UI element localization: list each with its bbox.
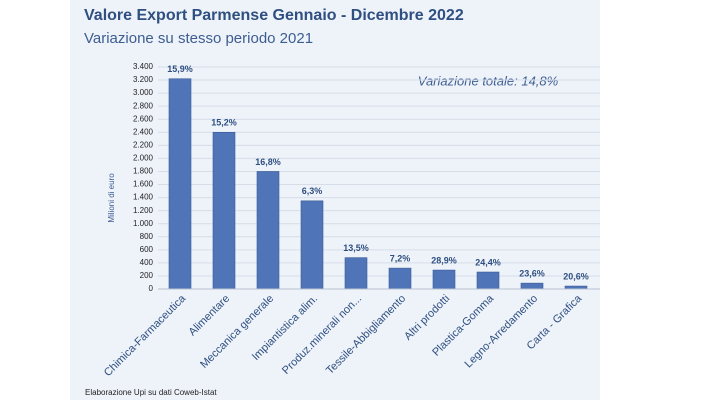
bar <box>520 282 544 290</box>
bar <box>476 271 500 290</box>
bar-label: 16,8% <box>255 157 281 167</box>
chart-subtitle: Variazione su stesso periodo 2021 <box>84 30 313 47</box>
bar-label: 7,2% <box>390 253 411 263</box>
bar <box>432 269 456 290</box>
y-tick-label: 800 <box>140 232 154 241</box>
bar-label: 24,4% <box>475 257 501 267</box>
bar-label: 15,9% <box>167 64 193 74</box>
bar-label: 20,6% <box>563 271 589 281</box>
source: Elaborazione Upi su dati Coweb-Istat <box>85 388 217 397</box>
y-tick-label: 0 <box>149 284 154 293</box>
y-tick-label: 2.000 <box>133 154 154 163</box>
y-tick-label: 600 <box>140 245 154 254</box>
y-tick-label: 2.600 <box>133 114 154 123</box>
bar-label: 23,6% <box>519 268 545 278</box>
bar <box>168 78 192 290</box>
y-tick-label: 3.200 <box>133 75 154 84</box>
bar <box>300 200 324 290</box>
y-tick-label: 1.800 <box>133 167 154 176</box>
bar <box>212 131 236 290</box>
bar-label: 6,3% <box>302 186 323 196</box>
y-tick-label: 1.200 <box>133 206 154 215</box>
bar-label: 15,2% <box>211 118 237 128</box>
y-tick-label: 2.800 <box>133 101 154 110</box>
y-tick-label: 200 <box>140 271 154 280</box>
bar-label: 13,5% <box>343 243 369 253</box>
bar <box>388 267 412 290</box>
bar <box>344 257 368 290</box>
y-tick-label: 3.400 <box>133 62 154 71</box>
annotation: Variazione totale: 14,8% <box>418 73 558 88</box>
y-tick-label: 3.000 <box>133 88 154 97</box>
chart-title: Valore Export Parmense Gennaio - Dicembr… <box>84 7 464 24</box>
bar <box>256 171 280 290</box>
y-tick-label: 2.200 <box>133 140 154 149</box>
y-tick-label: 1.400 <box>133 193 154 202</box>
y-axis-title: Milioni di euro <box>107 173 116 223</box>
bar-label: 28,9% <box>431 255 457 265</box>
y-tick-label: 400 <box>140 258 154 267</box>
y-tick-label: 1.000 <box>133 219 154 228</box>
y-tick-label: 2.400 <box>133 127 154 136</box>
y-tick-label: 1.600 <box>133 180 154 189</box>
